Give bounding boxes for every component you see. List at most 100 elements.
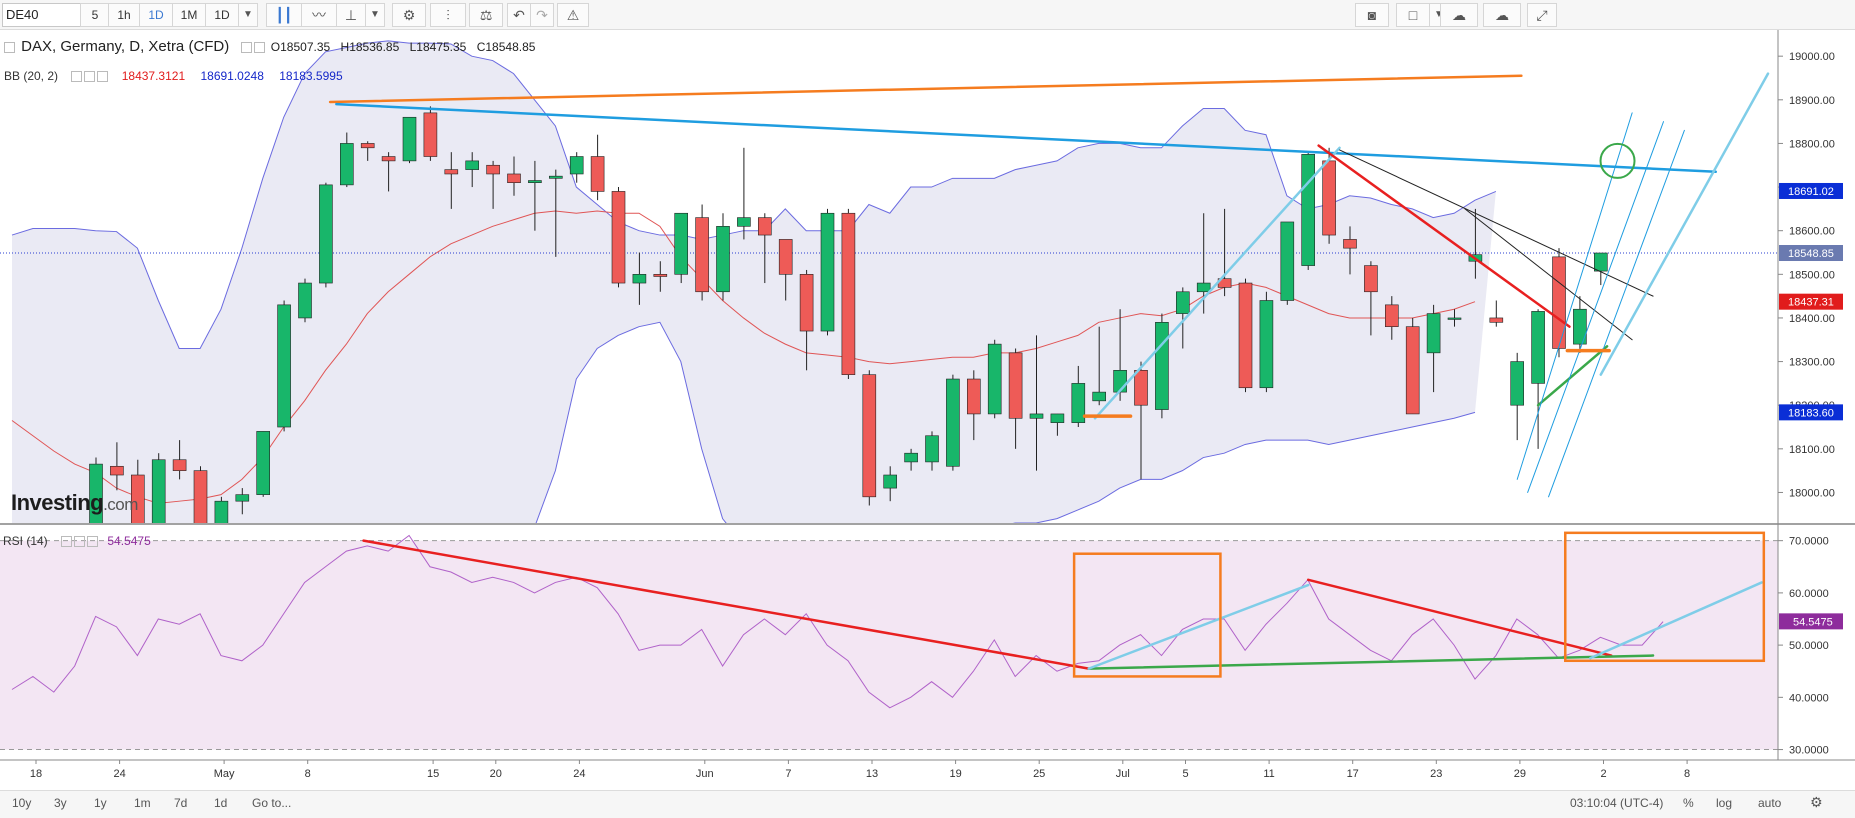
log-toggle[interactable]: log <box>1716 796 1733 810</box>
chart-area[interactable]: 18000.0018100.0018200.0018300.0018400.00… <box>0 30 1855 790</box>
settings-icon[interactable] <box>254 42 266 54</box>
compare-icon[interactable]: ⚖ <box>469 3 503 27</box>
candlestick-icon[interactable]: ┃┃ <box>266 3 302 27</box>
candle-body <box>548 175 563 179</box>
indicators-icon[interactable]: ⫶ <box>430 3 466 27</box>
time-tick-label: 15 <box>427 768 439 780</box>
candle-body <box>89 463 103 523</box>
price-tick-label: 18100.00 <box>1789 444 1835 456</box>
candle-body <box>1447 317 1462 320</box>
candle-body <box>966 378 981 415</box>
undo-icon[interactable]: ↶ <box>507 3 531 27</box>
rsi-orange-box-1 <box>1072 552 1222 678</box>
interval-1d[interactable]: 1D <box>139 3 173 27</box>
bb-label: BB (20, 2) <box>4 69 59 83</box>
candle-body <box>214 500 229 523</box>
candle-body <box>444 169 459 175</box>
interval-dropdown[interactable]: 1D <box>205 3 239 27</box>
candle-body <box>298 282 312 319</box>
camera-icon[interactable]: ◙ <box>1355 3 1389 27</box>
bb-settings-icon[interactable] <box>84 71 96 83</box>
time-tick-label: 29 <box>1514 768 1526 780</box>
rsi-visibility-icon[interactable] <box>61 536 73 548</box>
rsi-tick-label: 40.0000 <box>1789 692 1829 704</box>
candle-body <box>528 180 542 183</box>
candle-body <box>1071 383 1086 423</box>
bar-type-icon[interactable]: ⊥ <box>336 3 366 27</box>
chevron-down-icon[interactable]: ▼ <box>238 3 258 27</box>
layout-icon[interactable]: □ <box>1396 3 1430 27</box>
rsi-tick-label: 50.0000 <box>1789 640 1829 652</box>
price-label-text: 18183.60 <box>1788 407 1834 419</box>
high-value: 18536.85 <box>349 40 400 54</box>
alert-icon[interactable]: ⚠ <box>557 3 589 27</box>
open-label: O <box>270 40 281 54</box>
candle-body <box>1029 413 1044 419</box>
rsi-legend: RSI (14) 54.5475 <box>3 534 151 548</box>
price-label-text: 18691.02 <box>1788 186 1834 198</box>
candle-body <box>1155 322 1169 410</box>
percent-toggle[interactable]: % <box>1683 796 1694 810</box>
line-chart-icon[interactable]: 〰 <box>301 3 337 27</box>
range-10y[interactable]: 10y <box>12 796 32 810</box>
rsi-close-icon[interactable] <box>87 536 99 548</box>
interval-5[interactable]: 5 <box>80 3 110 27</box>
visibility-icon[interactable] <box>241 42 253 54</box>
interval-1m[interactable]: 1M <box>172 3 206 27</box>
range-1d[interactable]: 1d <box>214 796 228 810</box>
time-tick-label: 19 <box>949 768 961 780</box>
auto-toggle[interactable]: auto <box>1758 796 1782 810</box>
candle-body <box>381 156 396 162</box>
range-3y[interactable]: 3y <box>54 796 67 810</box>
candle-body <box>1405 326 1420 415</box>
candle-body <box>695 217 709 293</box>
symbol-input[interactable]: DE40 <box>2 3 94 27</box>
candle-body <box>925 435 939 463</box>
candle-body <box>716 226 730 293</box>
candle-body <box>1050 413 1065 423</box>
range-1m[interactable]: 1m <box>134 796 151 810</box>
green-trend-line <box>1536 345 1609 407</box>
candle-body <box>1489 317 1504 323</box>
bb-close-icon[interactable] <box>97 71 109 83</box>
redo-icon[interactable]: ↷ <box>530 3 554 27</box>
price-label-text: 18437.31 <box>1788 297 1834 309</box>
candle-body <box>339 143 354 186</box>
candle-body <box>1552 256 1566 349</box>
bb-upper-value: 18691.0248 <box>200 69 264 83</box>
bb-upper-line <box>11 40 1497 349</box>
candle-body <box>402 116 417 162</box>
clock: 03:10:04 (UTC-4) <box>1570 796 1664 810</box>
candle-body <box>277 304 291 428</box>
collapse-icon[interactable] <box>4 41 15 53</box>
range-7d[interactable]: 7d <box>174 796 188 810</box>
price-tick-label: 18800.00 <box>1789 138 1835 150</box>
black-trend-line-2 <box>1464 208 1633 341</box>
fullscreen-icon[interactable]: ⤢ <box>1527 3 1557 27</box>
rsi-red-trend-line <box>362 539 1090 670</box>
interval-1h[interactable]: 1h <box>108 3 140 27</box>
candle-body <box>1092 391 1106 402</box>
toolbar: DE40 5 1h 1D 1M 1D ▼ ┃┃ 〰 ⊥ ▼ ⚙ ⫶ ⚖ ↶ ↷ … <box>0 0 1855 30</box>
candle-body <box>256 431 271 495</box>
gear-icon-bottom[interactable]: ⚙ <box>1810 794 1823 810</box>
range-1y[interactable]: 1y <box>94 796 107 810</box>
time-tick-label: Jun <box>696 768 714 780</box>
cloud-load-icon[interactable]: ☁ <box>1440 3 1478 27</box>
goto-button[interactable]: Go to... <box>252 796 292 810</box>
rsi-line <box>11 534 1664 709</box>
chevron-down-icon-2[interactable]: ▼ <box>365 3 385 27</box>
rsi-settings-icon[interactable] <box>74 536 86 548</box>
candle-body <box>1134 370 1148 406</box>
gear-icon[interactable]: ⚙ <box>392 3 426 27</box>
bb-visibility-icon[interactable] <box>71 71 83 83</box>
time-tick-label: 20 <box>490 768 502 780</box>
bb-lower-line <box>535 321 1476 523</box>
rsi-label-text: 54.5475 <box>1793 616 1833 628</box>
candle-body <box>987 343 1002 415</box>
cloud-save-icon[interactable]: ☁ <box>1483 3 1521 27</box>
candle-body <box>841 212 856 375</box>
time-tick-label: 8 <box>1684 768 1690 780</box>
high-label: H <box>340 40 350 54</box>
candle-body <box>1238 282 1253 389</box>
